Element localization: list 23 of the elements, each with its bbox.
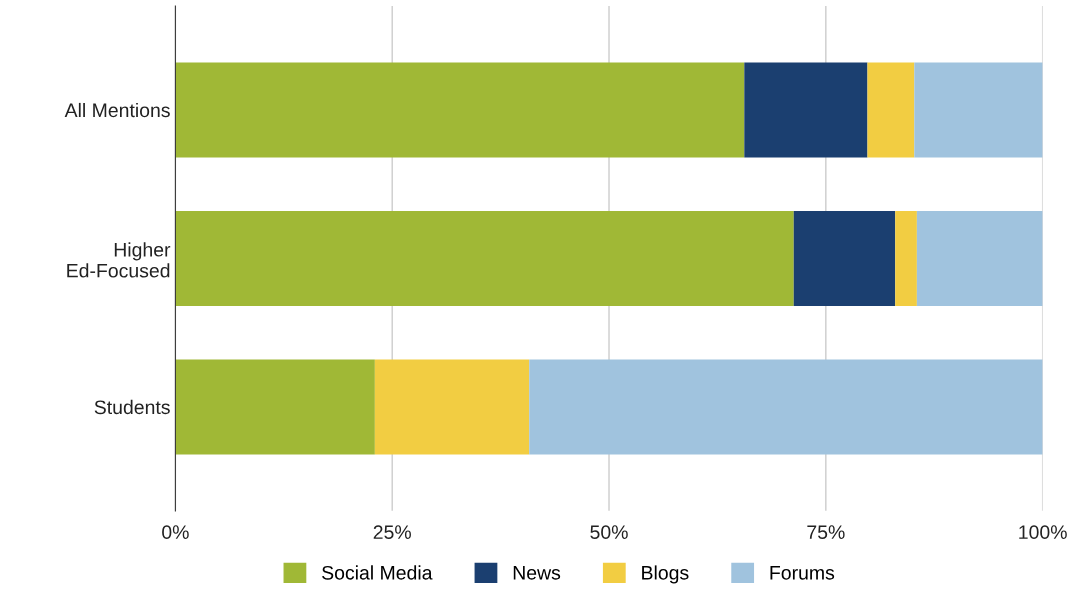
bar [793, 210, 896, 306]
bar [914, 62, 1043, 158]
y-tick-label: All Mentions [64, 102, 170, 118]
bar [867, 62, 915, 158]
legend-label: Blogs [642, 565, 689, 584]
bar [744, 62, 868, 158]
legend-label: Forums [770, 566, 835, 580]
y-tick-label: Students [94, 399, 170, 415]
y-tick-label: Higher Ed-Focused [67, 242, 171, 278]
bar [916, 210, 1043, 306]
bar [895, 210, 917, 306]
x-tick-label: 25% [373, 525, 411, 540]
legend-label: News [513, 566, 561, 580]
bar [175, 210, 794, 306]
bar [374, 359, 530, 455]
bar [529, 359, 1043, 455]
bar [175, 359, 375, 455]
x-tick-label: 75% [807, 525, 845, 540]
bar [175, 62, 745, 158]
legend-label: Social Media [322, 565, 433, 580]
x-tick-label: 50% [590, 525, 628, 540]
x-tick-label: 0% [162, 525, 189, 540]
x-tick-label: 100% [1019, 525, 1067, 540]
